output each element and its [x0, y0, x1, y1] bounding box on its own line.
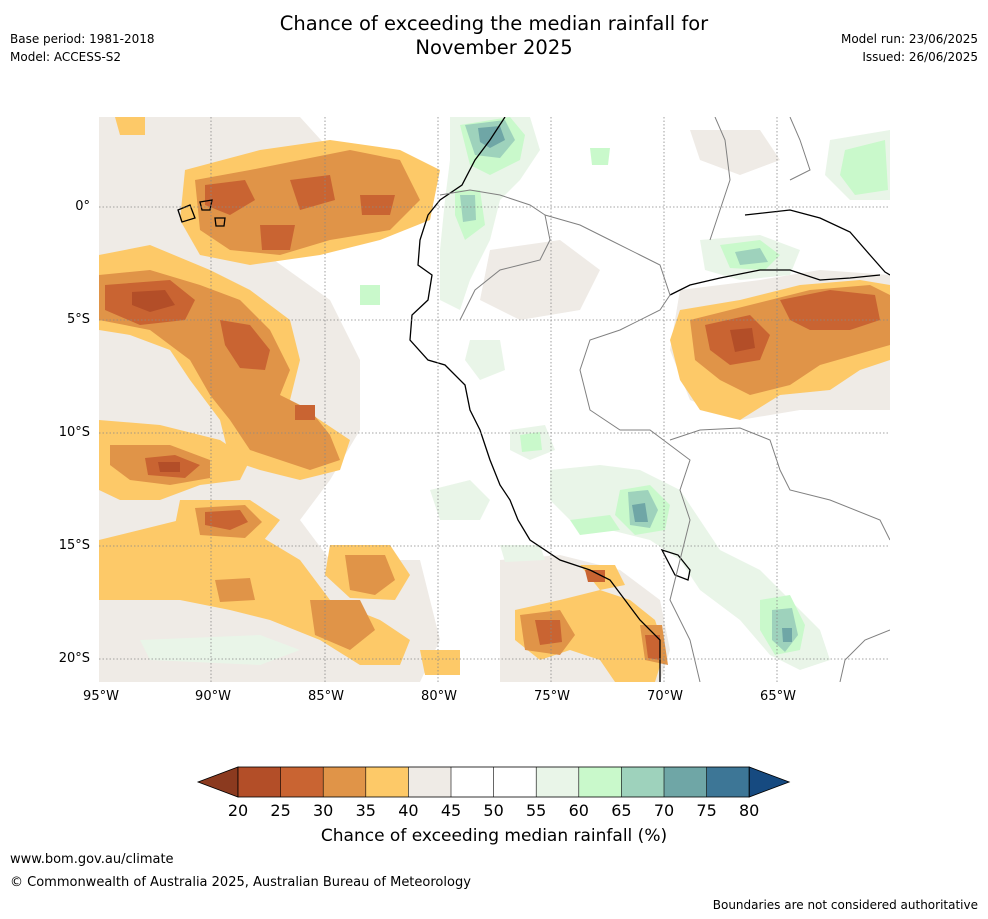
issued-date: Issued: 26/06/2025 [862, 50, 978, 64]
colorbar-tick-label: 30 [313, 801, 334, 820]
colorbar-extension-low [196, 766, 239, 798]
lon-label: 90°W [195, 689, 231, 704]
lon-label: 75°W [534, 689, 570, 704]
lon-label: 85°W [308, 689, 344, 704]
coastline [177, 117, 890, 682]
colorbar-segment [706, 767, 750, 797]
colorbar-tick-label: 65 [611, 801, 632, 820]
colorbar-label: Chance of exceeding median rainfall (%) [320, 826, 668, 846]
colorbar [196, 766, 791, 798]
country-borders [439, 117, 890, 682]
colorbar-segment [536, 767, 580, 797]
colorbar-segment [578, 767, 622, 797]
colorbar-tick-label: 80 [739, 801, 760, 820]
model-run: Model run: 23/06/2025 [840, 32, 978, 46]
colorbar-segment [323, 767, 367, 797]
title-line-1: Chance of exceeding the median rainfall … [279, 12, 709, 35]
base-period: Base period: 1981-2018 [10, 32, 155, 46]
lat-label: 20°S [58, 651, 90, 666]
rainfall-map [99, 117, 890, 682]
map-title: Chance of exceeding the median rainfall … [244, 12, 744, 60]
lon-label: 95°W [83, 689, 119, 704]
colorbar-segment [238, 767, 282, 797]
colorbar-tick-label: 70 [653, 801, 675, 820]
colorbar-tick-label: 40 [398, 801, 419, 820]
colorbar-segment [621, 767, 665, 797]
title-line-2: November 2025 [415, 36, 573, 59]
lat-label: 10°S [58, 425, 90, 440]
colorbar-tick-label: 35 [355, 801, 376, 820]
meta-right: Model run: 23/06/2025 Issued: 26/06/2025 [841, 30, 978, 66]
colorbar-tick-label: 50 [483, 801, 504, 820]
footer-url: www.bom.gov.au/climate [10, 852, 174, 867]
colorbar-segment [408, 767, 452, 797]
colorbar-tick-label: 75 [696, 801, 717, 820]
footer-note: Boundaries are not considered authoritat… [712, 898, 978, 912]
lon-label: 80°W [421, 689, 457, 704]
footer-copyright: © Commonwealth of Australia 2025, Austra… [10, 875, 471, 890]
colorbar-segment [664, 767, 708, 797]
lat-label: 0° [75, 199, 90, 214]
colorbar-segment [493, 767, 537, 797]
lon-label: 65°W [760, 689, 796, 704]
model-name: Model: ACCESS-S2 [10, 50, 122, 64]
colorbar-tick-label: 55 [526, 801, 547, 820]
lat-label: 5°S [66, 312, 90, 327]
colorbar-tick-label: 25 [270, 801, 291, 820]
meta-left: Base period: 1981-2018 Model: ACCESS-S2 [10, 30, 155, 66]
lat-label: 15°S [58, 538, 90, 553]
gridlines [99, 117, 890, 682]
colorbar-segment [365, 767, 409, 797]
lon-label: 70°W [647, 689, 683, 704]
probability-shading [99, 117, 890, 682]
colorbar-tick-label: 60 [568, 801, 589, 820]
colorbar-segment [451, 767, 495, 797]
colorbar-extension-high [748, 766, 791, 798]
colorbar-segment [280, 767, 324, 797]
colorbar-tick-label: 20 [227, 801, 249, 820]
colorbar-tick-label: 45 [440, 801, 462, 820]
